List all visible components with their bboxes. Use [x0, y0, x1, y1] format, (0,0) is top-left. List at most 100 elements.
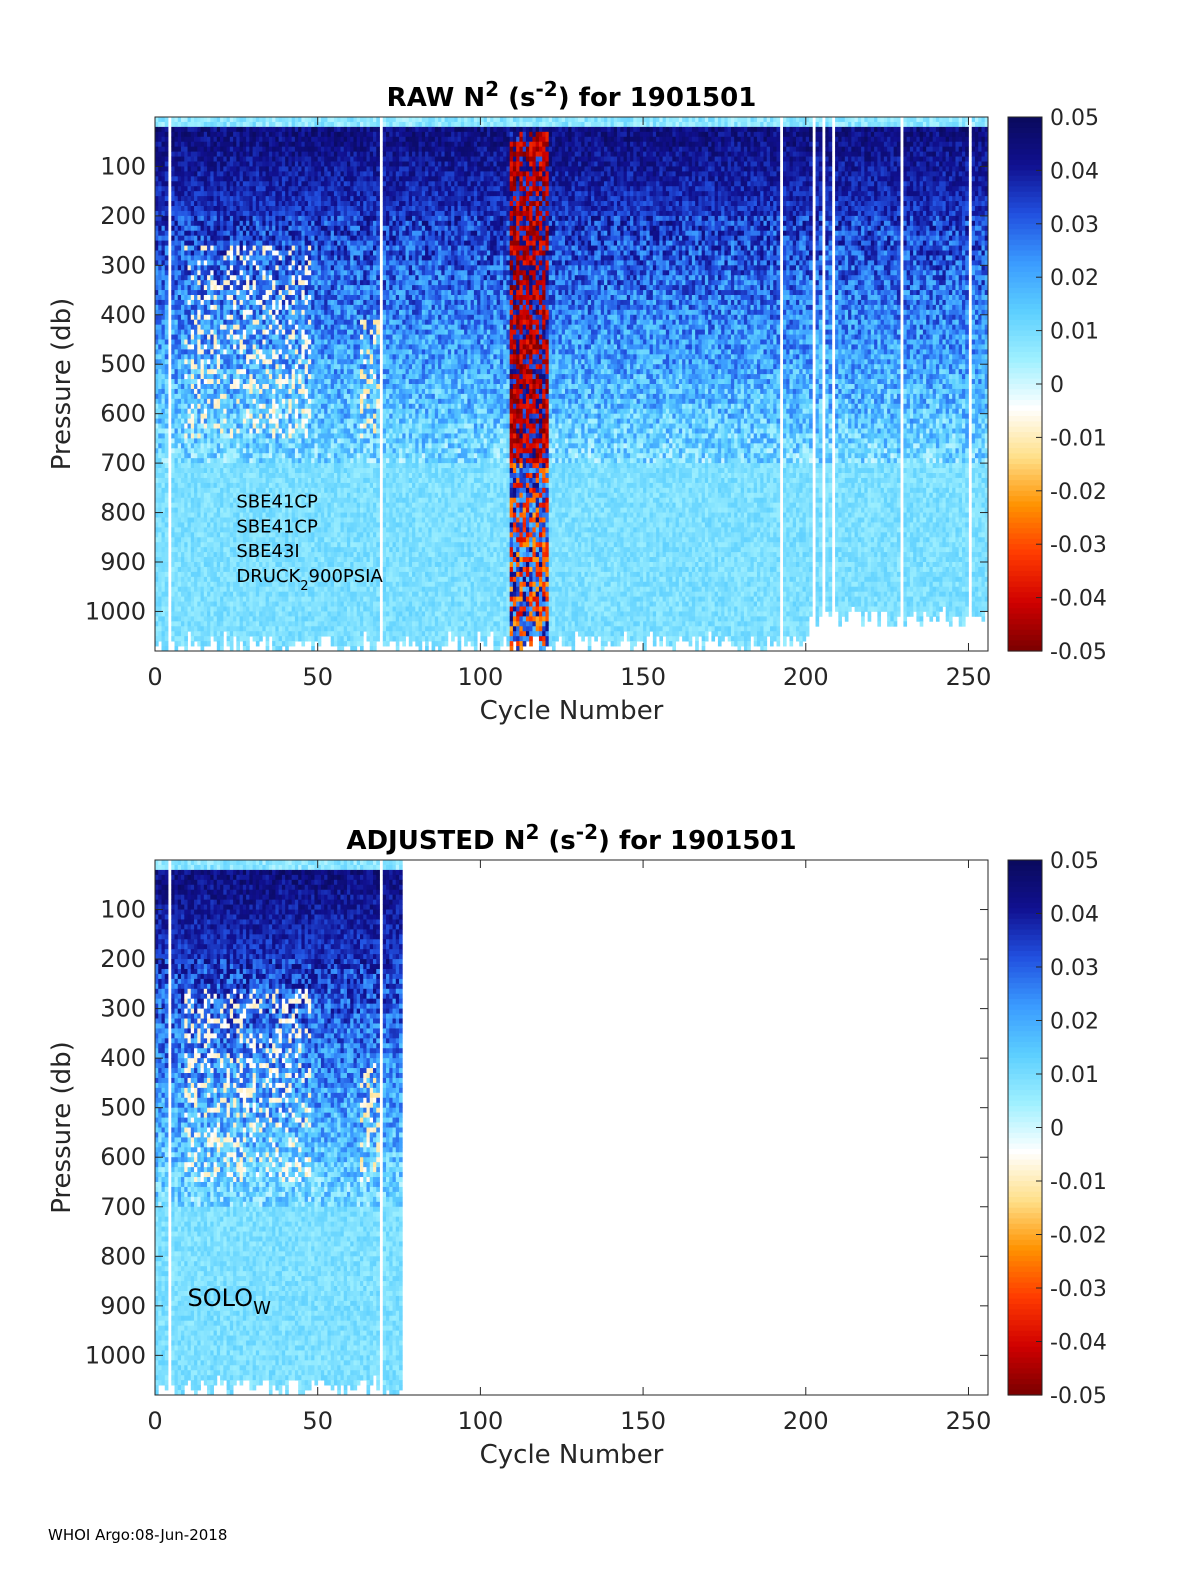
heatmap-cell — [207, 398, 211, 405]
heatmap-cell — [281, 562, 286, 568]
heatmap-cell — [236, 413, 240, 420]
heatmap-cell — [184, 453, 188, 459]
heatmap-cell — [301, 636, 306, 642]
heatmap-cell — [155, 443, 159, 449]
heatmap-cell — [233, 146, 237, 153]
heatmap-cell — [301, 438, 306, 444]
heatmap-cell — [184, 299, 188, 306]
heatmap-cell — [216, 537, 221, 543]
heatmap-cell — [294, 453, 299, 459]
heatmap-cell — [164, 126, 169, 133]
heatmap-cell — [213, 314, 218, 321]
heatmap-cell — [194, 141, 198, 148]
heatmap-cell — [239, 191, 244, 197]
heatmap-cell — [233, 176, 237, 182]
heatmap-cell — [252, 413, 257, 420]
heatmap-cell — [158, 591, 162, 598]
heatmap-cell — [194, 497, 198, 504]
heatmap-cell — [190, 413, 195, 420]
heatmap-cell — [285, 507, 289, 513]
heatmap-cell — [171, 591, 175, 598]
heatmap-cell — [255, 136, 260, 143]
heatmap-cell — [220, 527, 224, 533]
heatmap-cell — [268, 265, 273, 271]
heatmap-cell — [207, 206, 211, 212]
heatmap-cell — [307, 497, 312, 504]
heatmap-cell — [226, 225, 231, 232]
heatmap-cell — [174, 581, 179, 588]
heatmap-cell — [233, 196, 237, 202]
heatmap-cell — [242, 151, 247, 157]
heatmap-cell — [184, 403, 188, 410]
heatmap-cell — [294, 492, 299, 499]
heatmap-cell — [291, 547, 296, 553]
heatmap-cell — [239, 403, 244, 410]
heatmap-cell — [194, 171, 198, 177]
heatmap-cell — [298, 230, 302, 237]
heatmap-cell — [203, 374, 208, 380]
heatmap-cell — [246, 339, 250, 345]
heatmap-cell — [220, 151, 224, 157]
heatmap-cell — [177, 477, 182, 484]
heatmap-cell — [298, 215, 302, 222]
heatmap-cell — [181, 581, 185, 588]
heatmap-cell — [203, 601, 208, 607]
heatmap-cell — [281, 141, 286, 148]
heatmap-cell — [190, 621, 195, 627]
heatmap-cell — [210, 566, 214, 573]
heatmap-cell — [233, 270, 237, 276]
heatmap-cell — [275, 339, 280, 345]
heatmap-cell — [187, 507, 192, 513]
heatmap-cell — [239, 631, 244, 637]
heatmap-cell — [181, 384, 185, 390]
heatmap-cell — [203, 512, 208, 518]
heatmap-cell — [190, 586, 195, 593]
heatmap-cell — [239, 136, 244, 143]
heatmap-cell — [216, 364, 221, 370]
heatmap-cell — [194, 542, 198, 548]
heatmap-cell — [184, 477, 188, 484]
heatmap-cell — [249, 418, 254, 424]
heatmap-cell — [226, 507, 231, 513]
heatmap-cell — [200, 413, 205, 420]
heatmap-cell — [298, 126, 302, 133]
heatmap-cell — [187, 606, 192, 612]
heatmap-cell — [301, 537, 306, 543]
heatmap-cell — [278, 275, 283, 281]
heatmap-cell — [184, 507, 188, 513]
heatmap-cell — [200, 626, 205, 632]
heatmap-cell — [226, 379, 231, 385]
heatmap-cell — [285, 255, 289, 261]
heatmap-cell — [294, 329, 299, 335]
heatmap-cell — [194, 349, 198, 355]
heatmap-cell — [203, 596, 208, 602]
heatmap-cell — [177, 527, 182, 533]
heatmap-cell — [272, 601, 276, 607]
heatmap-cell — [281, 191, 286, 197]
heatmap-cell — [262, 393, 267, 400]
heatmap-cell — [187, 517, 192, 523]
heatmap-cell — [242, 220, 247, 227]
heatmap-cell — [262, 527, 267, 533]
heatmap-cell — [213, 482, 218, 489]
heatmap-cell — [278, 626, 283, 632]
heatmap-cell — [288, 537, 293, 543]
heatmap-cell — [236, 423, 240, 429]
heatmap-cell — [210, 314, 214, 321]
heatmap-cell — [304, 398, 309, 405]
heatmap-cell — [187, 388, 192, 395]
heatmap-cell — [285, 359, 289, 365]
heatmap-cell — [272, 295, 276, 301]
heatmap-cell — [181, 379, 185, 385]
heatmap-cell — [285, 186, 289, 192]
heatmap-cell — [194, 438, 198, 444]
heatmap-cell — [155, 418, 159, 424]
heatmap-cell — [181, 458, 185, 464]
heatmap-cell — [252, 151, 257, 157]
heatmap-cell — [229, 487, 234, 494]
heatmap-cell — [285, 463, 289, 469]
heatmap-cell — [233, 299, 237, 306]
heatmap-cell — [262, 477, 267, 484]
heatmap-cell — [252, 260, 257, 266]
heatmap-cell — [236, 626, 240, 632]
